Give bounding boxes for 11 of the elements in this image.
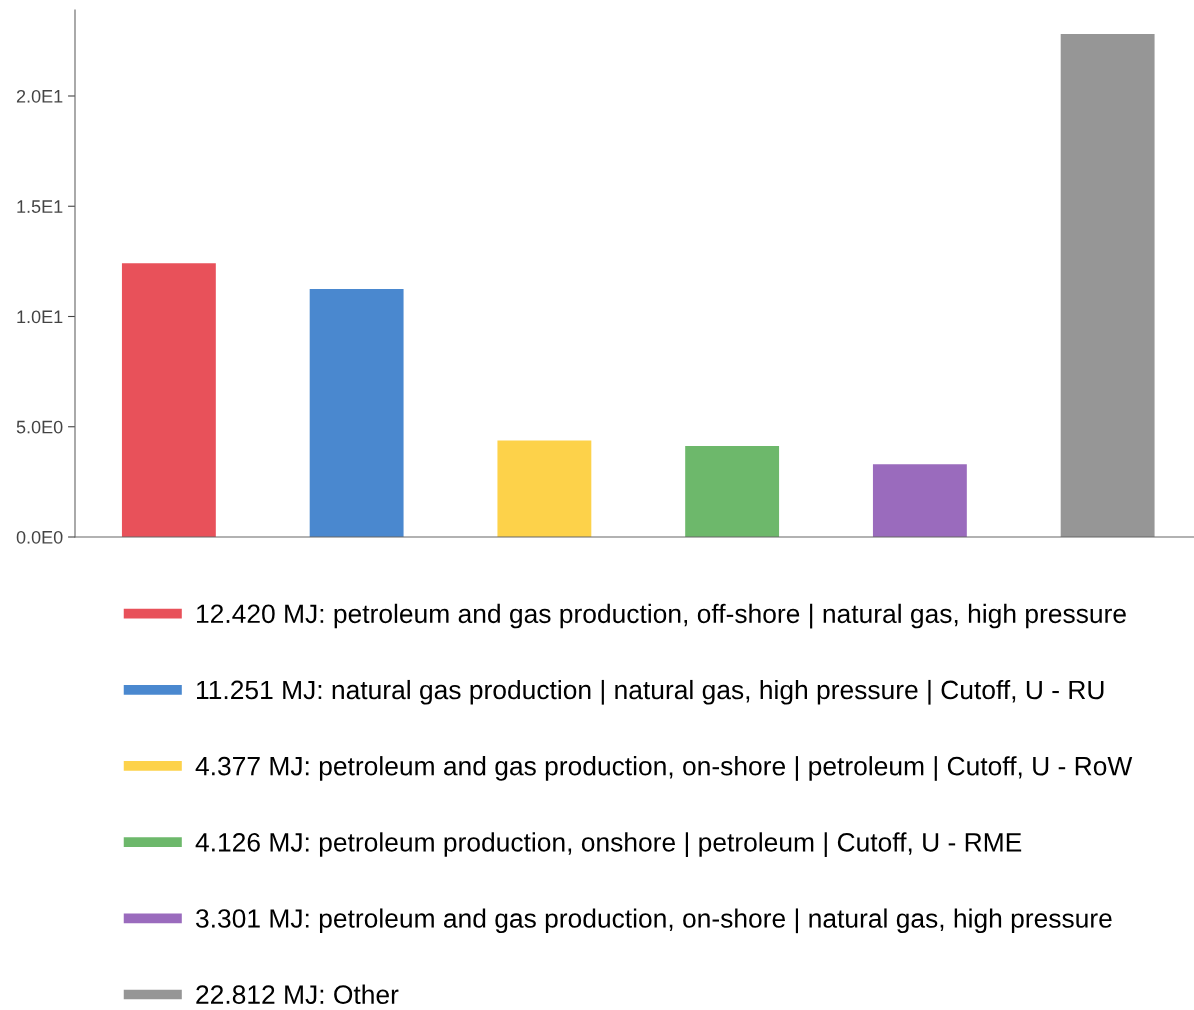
y-tick-label: 2.0E1 xyxy=(16,89,63,103)
legend-label: 4.377 MJ: petroleum and gas production, on-shore | petroleum | Cutoff, U - RoW xyxy=(195,756,1133,781)
y-tick-label: 1.5E1 xyxy=(17,200,63,213)
legend-label: 4.126 MJ: petroleum production, onshore | petroleum | Cutoff, U - RME xyxy=(195,832,1022,857)
legend-label: 3.301 MJ: petroleum and gas production, on-shore | natural gas, high pressure xyxy=(196,908,1112,934)
y-tick-label: 5.0E0 xyxy=(16,420,63,434)
legend-label: 12.420 MJ: petroleum and gas production, off-shore | natural gas, high pressure xyxy=(197,603,1126,629)
y-tick-label: 0.0E0 xyxy=(16,530,63,544)
legend-label: 11.251 MJ: natural gas production | natural gas, high pressure | Cutoff, U - RU xyxy=(197,679,1104,705)
legend-label: 22.812 MJ: Other xyxy=(196,984,399,1004)
y-tick-label: 1.0E1 xyxy=(17,310,63,324)
